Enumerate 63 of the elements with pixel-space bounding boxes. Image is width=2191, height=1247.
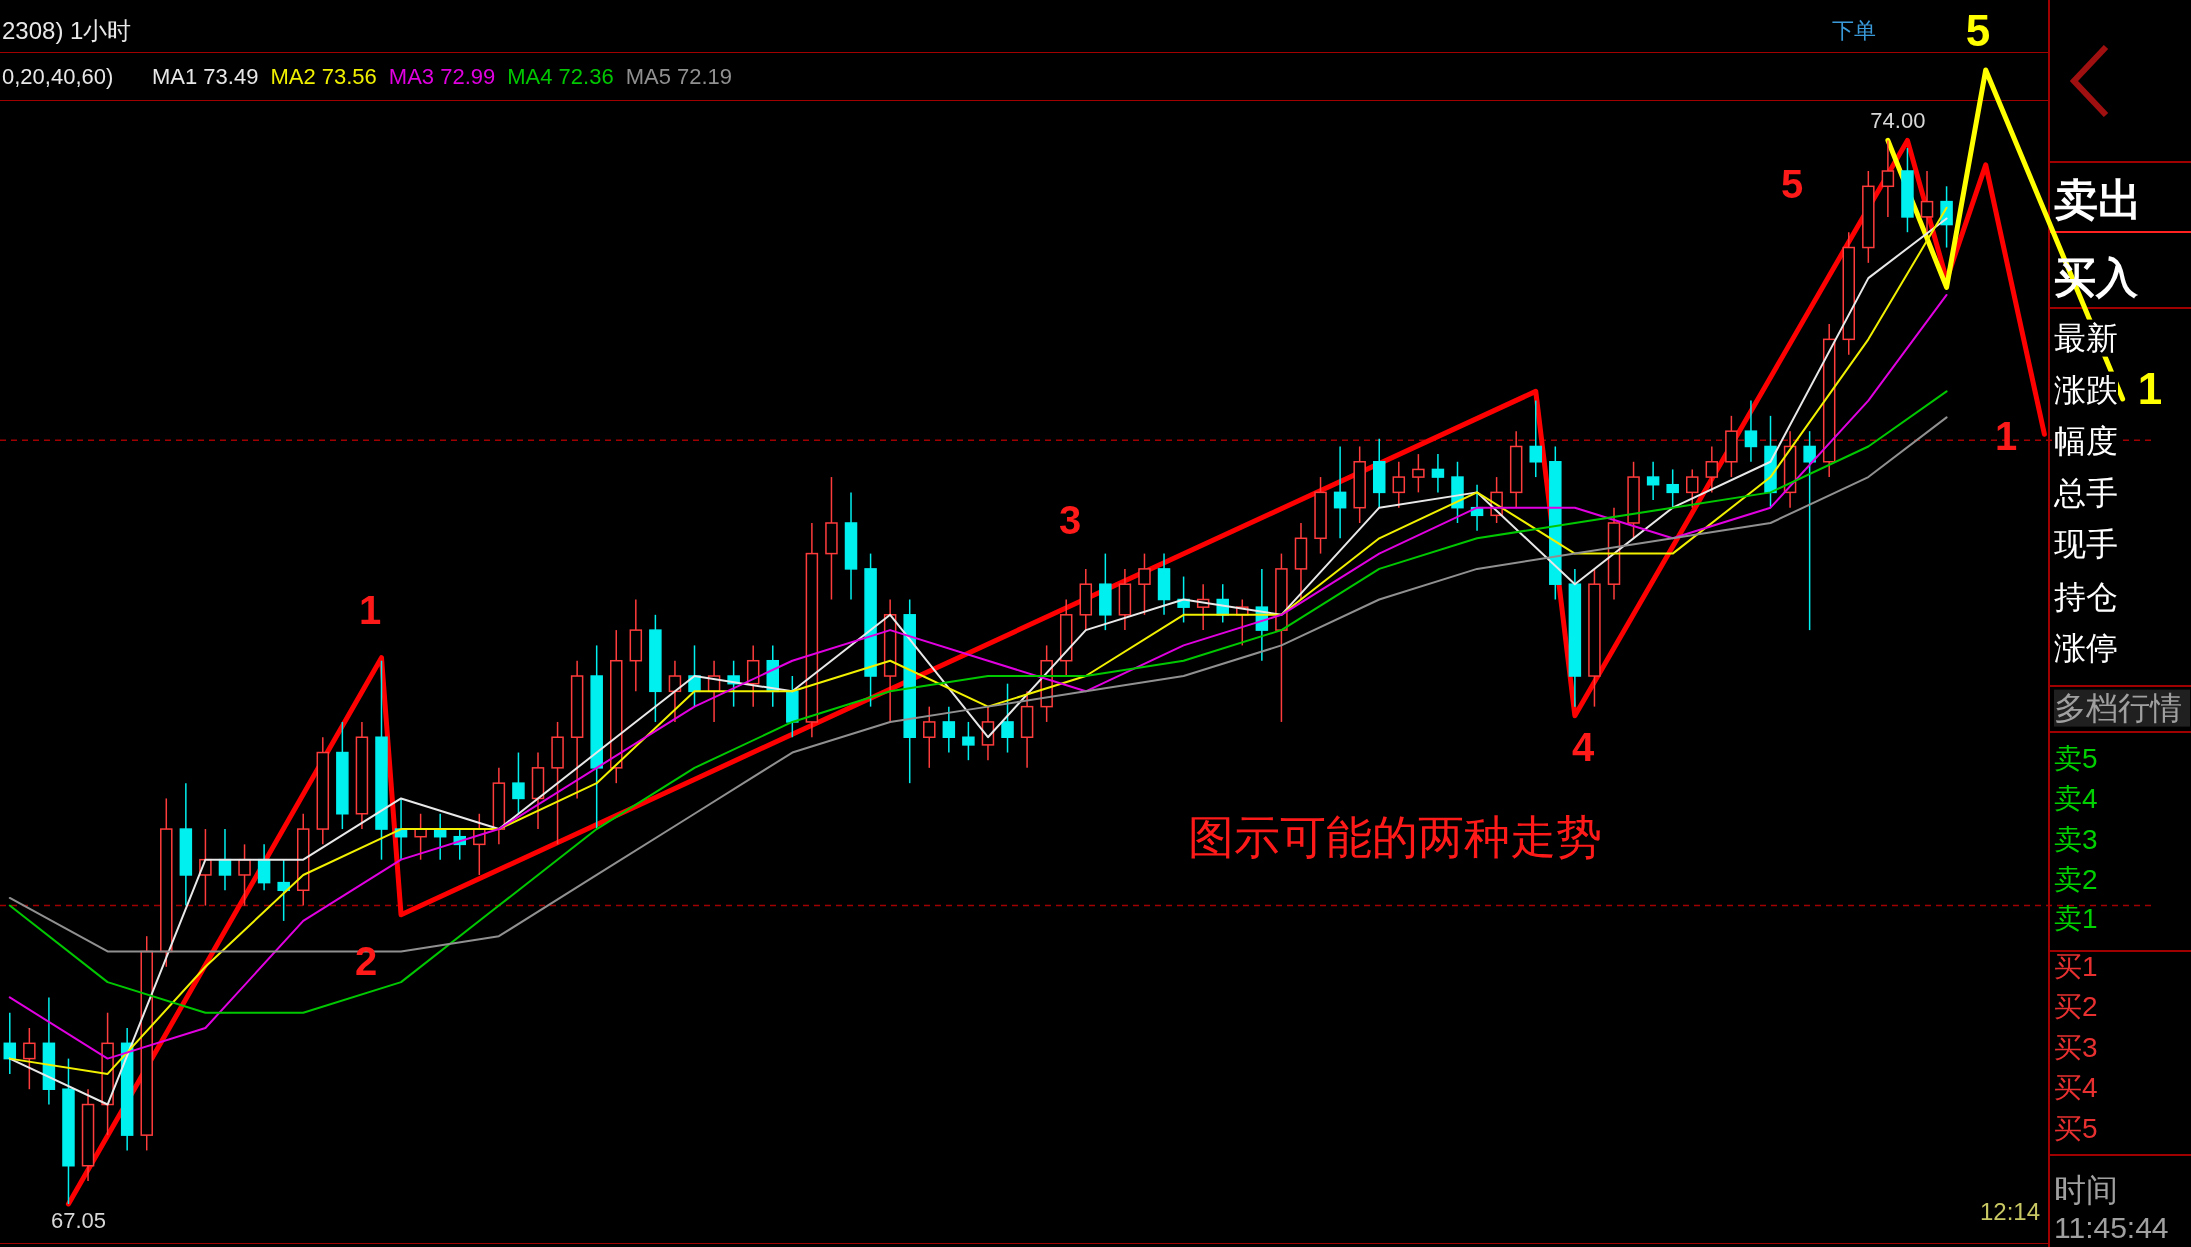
candlestick bbox=[1412, 453, 1425, 494]
candlestick bbox=[1392, 461, 1406, 509]
annotation: 卖5 bbox=[2054, 742, 2098, 776]
annotation: 5 bbox=[1780, 161, 1804, 207]
text: MA3 72.99 bbox=[388, 64, 496, 90]
annotation: 总手 bbox=[2054, 474, 2118, 512]
candlestick bbox=[942, 705, 956, 754]
text: MA2 73.56 bbox=[270, 64, 377, 90]
candlestick bbox=[1001, 682, 1014, 754]
annotation: 2 bbox=[354, 938, 378, 984]
annotation: 4 bbox=[1571, 724, 1595, 770]
candlestick bbox=[1803, 430, 1816, 631]
candlestick bbox=[1529, 399, 1542, 478]
annotation: 买2 bbox=[2054, 990, 2098, 1024]
candlestick bbox=[1920, 170, 1934, 233]
annotation: 3 bbox=[1058, 497, 1082, 543]
text: 2308) 1小时 bbox=[2, 17, 132, 45]
text: 74.00 bbox=[1870, 108, 1926, 134]
candlestick bbox=[923, 705, 936, 769]
annotation: 涨跌 bbox=[2054, 371, 2118, 409]
annotation: 涨停 bbox=[2054, 629, 2118, 667]
annotation: 卖2 bbox=[2054, 863, 2098, 897]
candlestick bbox=[1666, 468, 1679, 509]
candlestick bbox=[1881, 139, 1895, 218]
candlestick bbox=[277, 858, 290, 922]
candlestick bbox=[1705, 445, 1719, 494]
candlestick bbox=[1646, 461, 1660, 501]
text: 11:45:44 bbox=[2054, 1210, 2169, 1246]
candlestick bbox=[1138, 552, 1151, 616]
annotation: 现手 bbox=[2054, 525, 2118, 563]
annotation: 卖出 bbox=[2054, 174, 2142, 226]
text: 67.05 bbox=[50, 1208, 106, 1233]
text: MA4 72.36 bbox=[507, 64, 614, 90]
annotation: 持仓 bbox=[2054, 578, 2118, 616]
text: MA5 72.19 bbox=[625, 64, 733, 90]
annotation: 时间 bbox=[2054, 1171, 2118, 1209]
annotation: 多档行情 bbox=[2054, 689, 2190, 727]
candlestick bbox=[1431, 453, 1445, 494]
annotation: 图示可能的两种走势 bbox=[1188, 811, 1602, 865]
candlestick bbox=[238, 843, 251, 907]
candlestick bbox=[23, 1027, 36, 1090]
candlestick bbox=[1686, 468, 1699, 509]
annotation: 卖1 bbox=[2054, 902, 2098, 936]
annotation: 1 bbox=[358, 587, 382, 633]
annotation: 12:14 bbox=[1980, 1198, 2041, 1226]
annotation: 买4 bbox=[2054, 1071, 2098, 1105]
text: 下单 bbox=[1832, 18, 1876, 44]
text: 0,20,40,60) bbox=[2, 64, 114, 90]
candlestick bbox=[962, 721, 975, 761]
annotation: 卖4 bbox=[2054, 782, 2098, 816]
annotation: 1 bbox=[1994, 413, 2018, 459]
text: MA1 73.49 bbox=[152, 64, 259, 90]
annotation: 买3 bbox=[2054, 1031, 2098, 1065]
candlestick bbox=[1744, 399, 1758, 463]
candlestick bbox=[1333, 445, 1347, 540]
annotation: 买5 bbox=[2054, 1112, 2098, 1146]
annotation: 1 bbox=[2137, 363, 2163, 415]
text: 5 bbox=[1965, 5, 1991, 57]
candlestick bbox=[512, 751, 525, 815]
annotation: 买1 bbox=[2054, 950, 2098, 984]
annotation: 卖3 bbox=[2054, 823, 2098, 857]
annotation: 幅度 bbox=[2054, 422, 2118, 460]
annotation: 最新 bbox=[2054, 319, 2118, 357]
